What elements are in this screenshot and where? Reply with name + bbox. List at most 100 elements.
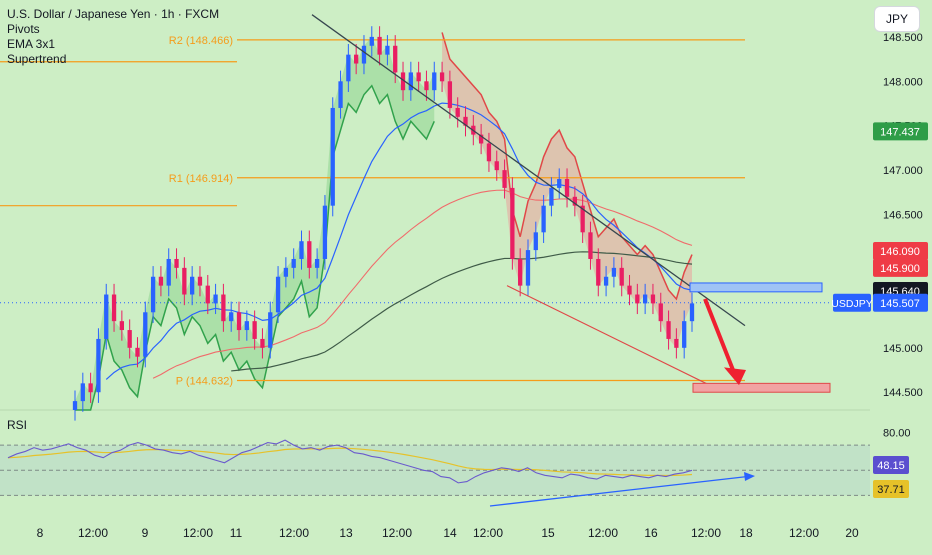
candle-body <box>307 241 312 268</box>
candle-body <box>541 205 546 233</box>
candle-body <box>127 330 132 348</box>
candle-body <box>408 72 413 91</box>
price-tag-bg <box>873 122 928 141</box>
price-tag-bg <box>873 258 928 277</box>
candle-body <box>596 258 601 286</box>
candle-body <box>213 294 218 304</box>
pivot-label: R2 (148.466) <box>169 35 233 47</box>
candle-body <box>190 276 195 295</box>
candle-body <box>252 321 257 339</box>
candle-body <box>666 321 671 339</box>
candle-body <box>314 258 320 268</box>
candle-body <box>229 312 234 322</box>
ema-fast-line <box>105 102 693 380</box>
candle-body <box>603 276 609 286</box>
candle-body <box>346 54 351 82</box>
candle-body <box>197 276 203 286</box>
indicator-pivots[interactable]: Pivots <box>7 22 40 36</box>
pivot-label: R1 (146.914) <box>169 173 233 185</box>
candle-body <box>119 321 125 331</box>
price-tick-label: 144.500 <box>883 387 923 399</box>
rsi-line <box>7 439 693 484</box>
trend-line-upper <box>311 14 746 327</box>
candle-body <box>104 294 109 339</box>
time-tick-label: 12:00 <box>588 526 618 540</box>
candle-body <box>221 294 226 322</box>
candle-body <box>322 205 328 259</box>
candle-body <box>494 161 499 171</box>
candle-body <box>463 116 468 126</box>
candle-body <box>689 303 695 322</box>
candle-body <box>642 294 648 304</box>
candle-body <box>619 267 624 286</box>
ema-mid-line <box>152 189 693 379</box>
candle-body <box>182 267 187 295</box>
forecast-arrowhead <box>724 367 746 386</box>
candle-body <box>525 250 531 286</box>
candle-body <box>486 143 492 162</box>
candle-body <box>400 72 406 91</box>
time-tick-label: 9 <box>142 526 149 540</box>
candle-body <box>385 45 390 55</box>
candle-body <box>432 72 437 91</box>
candle-body <box>268 312 273 348</box>
time-tick-label: 12:00 <box>279 526 309 540</box>
candle-body <box>244 321 249 331</box>
candle-body <box>682 321 687 348</box>
candle-body <box>510 187 515 259</box>
candle-body <box>96 338 101 393</box>
candle-body <box>338 81 343 108</box>
candle-body <box>627 285 632 295</box>
candle-body <box>572 196 577 206</box>
candle-body <box>455 107 460 117</box>
candle-body <box>283 267 289 277</box>
rsi-trend-arrowhead <box>744 472 755 481</box>
price-tick-label: 148.000 <box>883 76 923 88</box>
time-tick-label: 16 <box>644 526 658 540</box>
rsi-trend-line <box>489 475 753 507</box>
time-tick-label: 12:00 <box>382 526 412 540</box>
candle-body <box>166 258 171 286</box>
indicator-ema[interactable]: EMA 3x1 <box>7 37 56 51</box>
price-tag-bg <box>873 241 928 260</box>
time-tick-label: 14 <box>443 526 457 540</box>
candle-body <box>447 81 453 108</box>
price-tick-label: 148.500 <box>883 32 923 44</box>
candle-body <box>205 285 210 304</box>
symbol-tag-bg <box>833 293 871 312</box>
candle-body <box>674 338 679 348</box>
time-tick-label: 12:00 <box>691 526 721 540</box>
price-tag-label: 145.507 <box>880 298 920 310</box>
candle-body <box>369 36 374 46</box>
candle-body <box>439 72 445 82</box>
candle-body <box>275 276 281 313</box>
time-tick-label: 12:00 <box>473 526 503 540</box>
rsi-tag-label: 48.15 <box>877 460 905 472</box>
chart-title: U.S. Dollar / Japanese Yen · 1h · FXCM <box>7 7 220 21</box>
candle-body <box>650 294 656 304</box>
target-zone <box>692 382 831 393</box>
rsi-tag-bg <box>873 480 909 498</box>
candle-body <box>299 241 304 259</box>
candle-body <box>111 294 117 322</box>
candle-body <box>611 267 617 277</box>
candle-body <box>518 258 523 286</box>
time-tick-label: 20 <box>845 526 859 540</box>
time-tick-label: 8 <box>37 526 44 540</box>
price-tick-label: 147.000 <box>883 165 923 177</box>
candle-body <box>291 258 296 268</box>
time-tick-label: 18 <box>739 526 753 540</box>
price-tag-label: 147.437 <box>880 126 920 138</box>
candle-body <box>361 45 367 64</box>
rsi-label: RSI <box>7 418 28 432</box>
price-tick-label: 145.000 <box>883 343 923 355</box>
candle-body <box>143 312 148 357</box>
candle-body <box>502 170 507 188</box>
candle-body <box>72 401 78 410</box>
price-tag-label: 145.900 <box>880 263 920 275</box>
currency-button[interactable]: JPY <box>874 6 920 32</box>
time-tick-label: 12:00 <box>183 526 213 540</box>
indicator-supertrend[interactable]: Supertrend <box>7 52 67 66</box>
